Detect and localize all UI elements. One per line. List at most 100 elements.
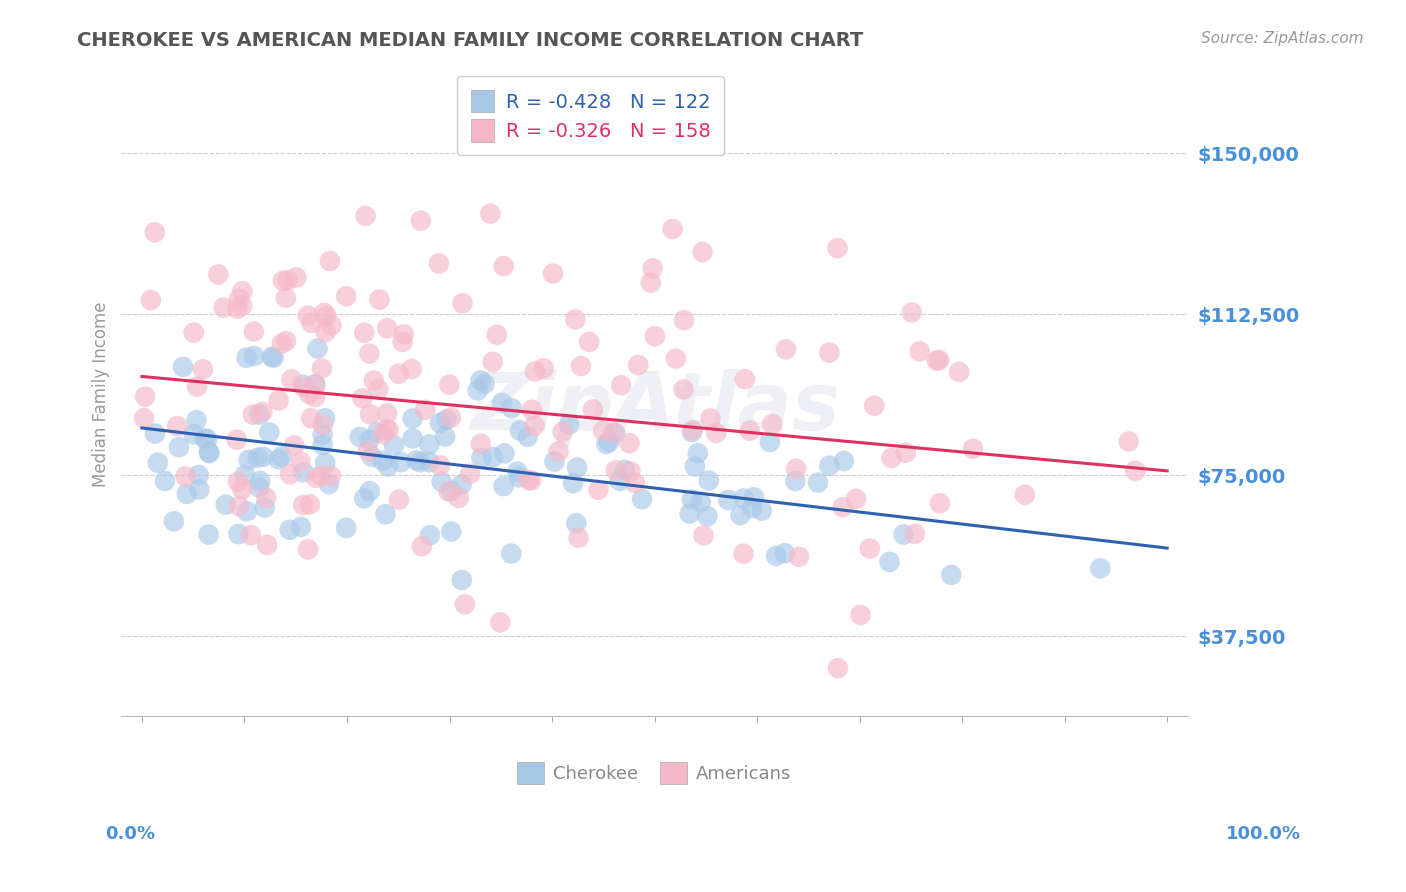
Point xyxy=(134,390,156,404)
Point xyxy=(252,450,274,464)
Point xyxy=(235,351,257,365)
Point xyxy=(679,507,702,521)
Point xyxy=(482,355,505,369)
Point xyxy=(623,475,645,490)
Point xyxy=(761,417,783,431)
Point xyxy=(236,504,259,518)
Point xyxy=(194,432,217,446)
Point xyxy=(301,316,323,330)
Point xyxy=(388,492,411,507)
Point xyxy=(314,456,336,470)
Point xyxy=(335,521,357,535)
Point xyxy=(373,427,395,442)
Point xyxy=(733,491,755,506)
Point xyxy=(562,476,585,491)
Point xyxy=(894,445,917,459)
Point xyxy=(474,376,496,391)
Point xyxy=(427,256,450,270)
Point xyxy=(482,450,505,464)
Point xyxy=(775,343,797,357)
Point xyxy=(692,245,714,260)
Point xyxy=(439,377,461,392)
Point xyxy=(900,305,922,319)
Point xyxy=(717,492,740,507)
Point xyxy=(470,373,492,387)
Point xyxy=(588,483,610,497)
Point xyxy=(533,361,555,376)
Point xyxy=(359,484,381,499)
Point xyxy=(253,500,276,515)
Point xyxy=(485,327,508,342)
Point xyxy=(451,296,474,310)
Point xyxy=(523,418,546,433)
Point xyxy=(908,344,931,359)
Point xyxy=(176,487,198,501)
Point xyxy=(672,383,695,397)
Point xyxy=(880,450,903,465)
Point xyxy=(238,453,260,467)
Point xyxy=(730,508,752,522)
Point xyxy=(321,318,343,333)
Point xyxy=(558,417,581,432)
Point xyxy=(389,455,412,469)
Point xyxy=(318,477,340,491)
Point xyxy=(682,423,704,437)
Point xyxy=(785,461,807,475)
Point xyxy=(353,326,375,340)
Point xyxy=(569,359,592,373)
Point xyxy=(290,454,312,468)
Point xyxy=(470,450,492,465)
Point xyxy=(734,372,756,386)
Point xyxy=(363,374,385,388)
Point xyxy=(517,473,540,487)
Point xyxy=(429,416,451,430)
Point xyxy=(564,312,586,326)
Point xyxy=(501,401,523,416)
Point xyxy=(681,492,703,507)
Point xyxy=(595,437,617,451)
Point xyxy=(304,390,326,404)
Point xyxy=(371,453,394,467)
Point xyxy=(256,538,278,552)
Point xyxy=(631,492,654,507)
Point xyxy=(260,350,283,364)
Point xyxy=(489,615,512,630)
Point xyxy=(619,464,641,478)
Point xyxy=(689,495,711,509)
Point xyxy=(367,382,389,396)
Point xyxy=(239,528,262,542)
Point xyxy=(578,334,600,349)
Point xyxy=(298,387,321,401)
Point xyxy=(352,391,374,405)
Point xyxy=(186,413,208,427)
Point xyxy=(297,309,319,323)
Point xyxy=(242,408,264,422)
Point xyxy=(361,450,384,464)
Point xyxy=(359,346,381,360)
Point xyxy=(928,353,950,368)
Point xyxy=(605,463,627,477)
Point xyxy=(640,276,662,290)
Point xyxy=(506,465,529,479)
Point xyxy=(440,484,463,499)
Point xyxy=(434,429,457,443)
Point xyxy=(661,222,683,236)
Point xyxy=(335,289,357,303)
Point xyxy=(742,490,765,504)
Point xyxy=(191,362,214,376)
Point xyxy=(231,284,253,298)
Point xyxy=(368,293,391,307)
Point xyxy=(270,336,292,351)
Point xyxy=(353,491,375,506)
Point xyxy=(270,450,292,464)
Point xyxy=(733,547,755,561)
Point xyxy=(188,483,211,497)
Point xyxy=(454,598,477,612)
Point xyxy=(450,573,472,587)
Point xyxy=(418,437,440,451)
Text: 100.0%: 100.0% xyxy=(1226,825,1301,843)
Point xyxy=(751,504,773,518)
Point xyxy=(520,474,543,488)
Point xyxy=(863,399,886,413)
Point xyxy=(818,458,841,473)
